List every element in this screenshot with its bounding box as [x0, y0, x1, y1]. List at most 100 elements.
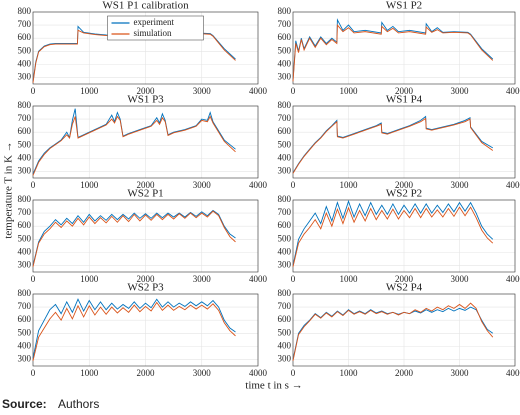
x-tick-label: 2000 [395, 368, 414, 378]
y-tick-label: 400 [278, 58, 292, 68]
series-line [292, 115, 494, 173]
legend-label: simulation [134, 28, 172, 38]
y-tick-label: 700 [18, 19, 32, 29]
legend-label: experiment [134, 17, 175, 27]
x-tick-label: 0 [291, 368, 296, 378]
x-tick-label: 0 [291, 86, 296, 96]
y-tick-label: 500 [18, 327, 32, 337]
y-tick-label: 300 [278, 72, 292, 82]
y-tick-label: 800 [18, 288, 32, 298]
x-tick-label: 2000 [395, 86, 414, 96]
y-tick-label: 500 [278, 45, 292, 55]
chart-title: WS1 P1 calibration [102, 0, 189, 12]
y-tick-label: 400 [278, 152, 292, 162]
x-tick-label: 3000 [193, 180, 212, 190]
plot-frame [292, 11, 516, 85]
y-tick-label: 700 [278, 19, 292, 29]
y-tick-label: 800 [18, 194, 32, 204]
x-tick-label: 2000 [395, 274, 414, 284]
plot-frame [292, 105, 516, 179]
x-tick-label: 4000 [249, 274, 268, 284]
y-tick-label: 500 [18, 139, 32, 149]
y-tick-label: 400 [18, 340, 32, 350]
y-tick-label: 600 [18, 32, 32, 42]
y-tick-label: 600 [18, 126, 32, 136]
plot-frame [32, 11, 259, 85]
chart-title: WS1 P3 [127, 94, 164, 106]
x-tick-label: 3000 [451, 86, 470, 96]
chart-title: WS1 P4 [386, 94, 423, 106]
x-tick-label: 4000 [506, 368, 520, 378]
y-tick-label: 600 [278, 314, 292, 324]
y-tick-label: 600 [18, 314, 32, 324]
x-tick-label: 1000 [340, 86, 359, 96]
x-tick-label: 2000 [137, 86, 156, 96]
series-line [32, 108, 236, 175]
y-tick-label: 300 [278, 354, 292, 364]
plot-frame [292, 199, 516, 273]
x-tick-label: 3000 [451, 368, 470, 378]
y-tick-label: 500 [278, 233, 292, 243]
series-line [292, 23, 494, 82]
series-line [292, 117, 494, 174]
x-tick-label: 3000 [193, 86, 212, 96]
plot-frame [32, 293, 259, 367]
x-tick-label: 0 [291, 274, 296, 284]
x-tick-label: 4000 [506, 180, 520, 190]
x-tick-label: 2000 [137, 274, 156, 284]
y-tick-label: 500 [18, 233, 32, 243]
y-tick-label: 400 [278, 246, 292, 256]
y-tick-label: 800 [278, 100, 292, 110]
source-text: Authors [58, 397, 99, 411]
series-line [32, 115, 236, 176]
y-tick-label: 700 [18, 301, 32, 311]
chart-title: WS2 P3 [127, 282, 164, 294]
y-tick-label: 800 [18, 6, 32, 16]
x-tick-label: 3000 [451, 180, 470, 190]
series-line [32, 301, 236, 361]
y-tick-label: 400 [18, 152, 32, 162]
y-tick-label: 700 [18, 113, 32, 123]
legend-box [107, 15, 204, 41]
y-tick-label: 800 [278, 288, 292, 298]
x-tick-label: 0 [31, 180, 36, 190]
x-tick-label: 4000 [506, 86, 520, 96]
x-tick-label: 4000 [506, 274, 520, 284]
x-tick-label: 2000 [395, 180, 414, 190]
y-tick-label: 500 [278, 327, 292, 337]
series-line [32, 298, 236, 359]
y-tick-label: 400 [18, 58, 32, 68]
x-tick-label: 4000 [249, 368, 268, 378]
y-tick-label: 300 [18, 354, 32, 364]
x-tick-label: 1000 [340, 180, 359, 190]
x-tick-label: 0 [31, 368, 36, 378]
x-tick-label: 2000 [137, 180, 156, 190]
y-tick-label: 800 [18, 100, 32, 110]
y-tick-label: 300 [18, 166, 32, 176]
x-tick-label: 1000 [80, 368, 99, 378]
x-tick-label: 2000 [137, 368, 156, 378]
y-tick-label: 800 [278, 194, 292, 204]
y-tick-label: 800 [278, 6, 292, 16]
series-line [292, 18, 494, 81]
x-axis-label: time t in s → [245, 380, 302, 392]
x-tick-label: 3000 [193, 368, 212, 378]
y-tick-label: 500 [278, 139, 292, 149]
series-line [32, 209, 236, 266]
y-tick-label: 300 [18, 72, 32, 82]
x-tick-label: 0 [31, 274, 36, 284]
series-line [292, 206, 494, 267]
plot-frame [32, 199, 259, 273]
y-tick-label: 400 [278, 340, 292, 350]
x-tick-label: 1000 [340, 274, 359, 284]
series-line [32, 210, 236, 267]
x-tick-label: 1000 [340, 368, 359, 378]
y-tick-label: 300 [18, 260, 32, 270]
x-tick-label: 0 [31, 86, 36, 96]
x-tick-label: 1000 [80, 274, 99, 284]
series-line [292, 302, 494, 361]
x-tick-label: 0 [291, 180, 296, 190]
plot-frame [32, 105, 259, 179]
y-tick-label: 600 [278, 220, 292, 230]
